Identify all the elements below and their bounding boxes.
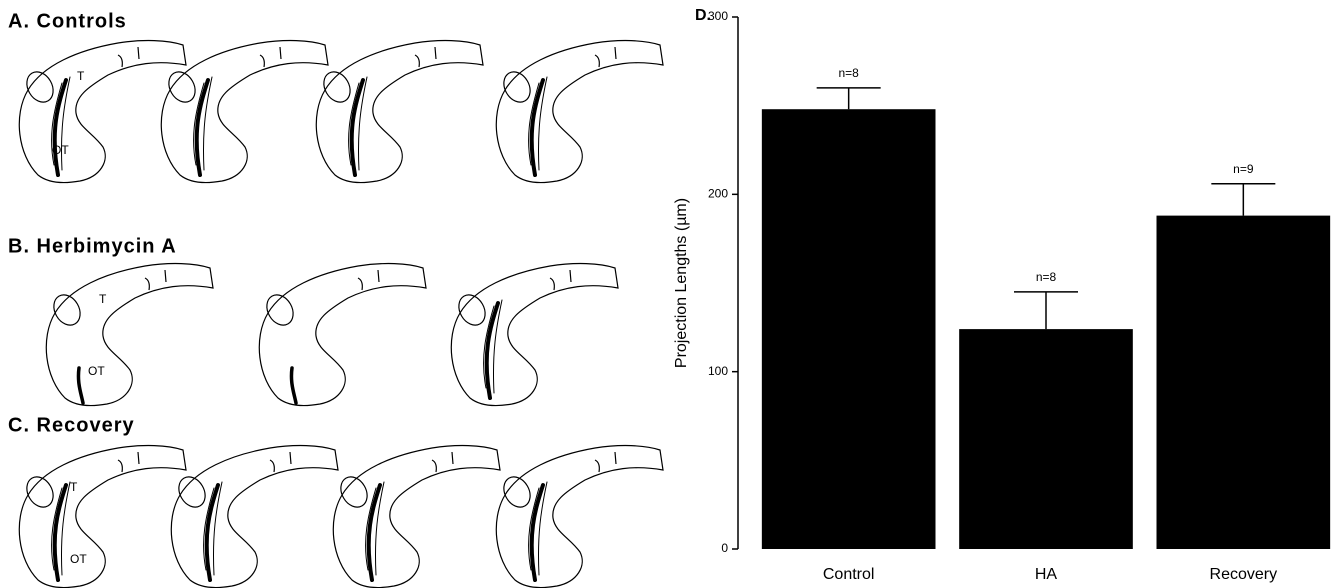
structure-label: OT: [52, 143, 69, 157]
bar: [959, 329, 1133, 549]
x-tick-label: HA: [1035, 566, 1058, 583]
retinal-projection: [526, 480, 549, 582]
brain-outline: [332, 444, 501, 588]
structure-label: T: [99, 292, 107, 306]
y-tick-label: 100: [708, 364, 728, 378]
brain-outline: [258, 262, 427, 407]
retinal-projection: [76, 366, 85, 405]
y-axis-label: Projection Lengths (µm): [673, 198, 690, 368]
y-tick-label: 300: [708, 9, 728, 23]
retinal-projection: [481, 298, 504, 400]
bar: [1156, 215, 1331, 549]
brain-outline: [170, 444, 339, 588]
panel-label: B. Herbimycin A: [8, 235, 177, 257]
retinal-projection: [201, 480, 224, 582]
retinal-projection: [191, 75, 214, 177]
panel-label: C. Recovery: [8, 414, 135, 436]
brain-outline: [495, 39, 664, 184]
y-tick-label: 200: [708, 187, 728, 201]
x-tick-label: Control: [823, 566, 875, 583]
retinal-projection: [49, 75, 72, 177]
structure-label: OT: [70, 552, 87, 566]
brain-outline: [45, 262, 214, 407]
x-tick-label: Recovery: [1210, 566, 1278, 583]
brain-outline: [495, 444, 664, 588]
brain-outline: [18, 39, 187, 184]
chart-title: D.: [695, 7, 711, 24]
annotation: n=8: [1036, 270, 1057, 284]
y-tick-label: 0: [721, 541, 728, 555]
annotation: n=9: [1233, 162, 1254, 176]
structure-label: T: [70, 480, 78, 494]
drawings: [18, 39, 664, 588]
bar: [761, 109, 936, 550]
brain-outline: [18, 444, 187, 588]
retinal-projection: [49, 480, 72, 582]
annotation: n=8: [838, 66, 859, 80]
brain-outline: [315, 39, 484, 184]
brain-outline: [160, 39, 329, 184]
structure-label: OT: [88, 364, 105, 378]
retinal-projection: [346, 75, 369, 177]
retinal-projection: [363, 480, 386, 582]
retinal-projection: [289, 366, 298, 405]
retinal-projection: [526, 75, 549, 177]
structure-label: T: [77, 69, 85, 83]
panel-label: A. Controls: [8, 10, 127, 32]
brain-outline: [450, 262, 619, 407]
